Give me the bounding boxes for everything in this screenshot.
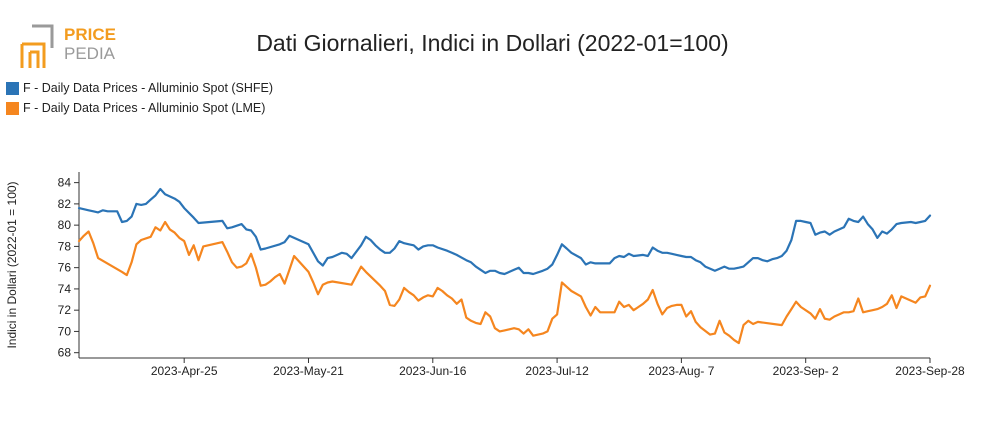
y-tick-label: 70 — [58, 324, 72, 338]
legend-label-shfe: F - Daily Data Prices - Alluminio Spot (… — [23, 81, 274, 95]
logo-mark-orange-inner — [28, 50, 40, 68]
y-axis: 68 70 72 74 76 78 80 82 84 — [58, 172, 80, 360]
legend-swatch-shfe — [6, 81, 19, 95]
y-tick-label: 84 — [58, 176, 72, 190]
logo-mark-gray — [32, 24, 54, 48]
x-axis: 2023-Apr-25 2023-May-21 2023-Jun-16 2023-Ju… — [79, 357, 965, 378]
y-tick-label: 68 — [58, 346, 72, 360]
x-tick-label: 2023-Aug- 7 — [648, 364, 714, 378]
logo-text-price: PRICE — [64, 25, 116, 44]
x-tick-label: 2023-Jul-12 — [525, 364, 589, 378]
y-tick-label: 74 — [58, 282, 72, 296]
logo-text-pedia: PEDIA — [64, 44, 116, 63]
legend: F - Daily Data Prices - Alluminio Spot (… — [6, 78, 273, 118]
y-tick-label: 76 — [58, 261, 72, 275]
legend-swatch-lme — [6, 101, 19, 115]
pricepedia-logo: PRICE PEDIA — [18, 22, 128, 70]
legend-label-lme: F - Daily Data Prices - Alluminio Spot (… — [23, 101, 266, 115]
y-tick-label: 72 — [58, 303, 72, 317]
y-axis-title: Indici in Dollari (2022-01 = 100) — [5, 181, 19, 348]
legend-item-shfe[interactable]: F - Daily Data Prices - Alluminio Spot (… — [6, 78, 273, 98]
x-tick-label: 2023-Sep-28 — [895, 364, 965, 378]
y-tick-label: 80 — [58, 218, 72, 232]
x-tick-label: 2023-Apr-25 — [151, 364, 218, 378]
y-tick-label: 82 — [58, 197, 72, 211]
x-tick-label: 2023-Jun-16 — [399, 364, 467, 378]
legend-item-lme[interactable]: F - Daily Data Prices - Alluminio Spot (… — [6, 98, 273, 118]
y-tick-label: 78 — [58, 239, 72, 253]
series-layer — [77, 187, 932, 345]
chart-title: Dati Giornalieri, Indici in Dollari (202… — [256, 30, 729, 56]
series-line-shfe[interactable] — [77, 187, 932, 276]
logo-mark-orange-outer — [20, 42, 46, 68]
x-tick-label: 2023-Sep- 2 — [773, 364, 839, 378]
x-tick-label: 2023-May-21 — [273, 364, 344, 378]
series-line-lme[interactable] — [77, 220, 932, 345]
